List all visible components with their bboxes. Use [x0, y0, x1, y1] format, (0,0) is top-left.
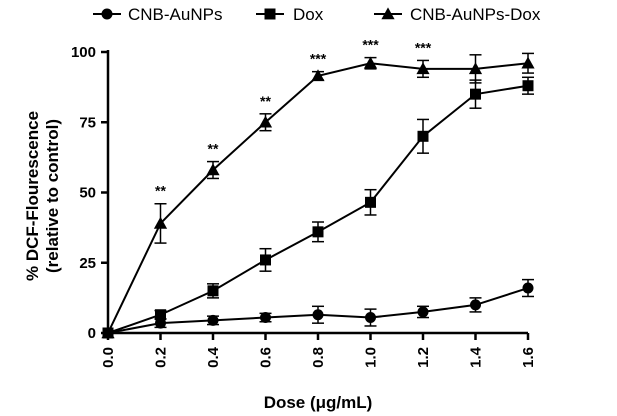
data-point-cnb-aunps-dox-1 [153, 216, 168, 229]
significance-label-3: *** [310, 51, 327, 67]
data-point-dox-2 [207, 285, 219, 297]
significance-label-4: *** [362, 37, 379, 53]
data-point-cnb-aunps-7 [470, 299, 481, 311]
data-point-dox-8 [522, 80, 534, 92]
data-point-cnb-aunps-dox-3 [258, 115, 273, 128]
x-tick-label-3: 0.6 [258, 347, 275, 368]
x-tick-label-4: 0.8 [310, 347, 327, 368]
y-axis-title-group: % DCF-Flourescence (relative to control) [23, 111, 62, 281]
legend-marker-0 [101, 8, 113, 20]
x-tick-label-7: 1.4 [468, 346, 485, 368]
significance-annotations: ************ *** [155, 37, 432, 199]
data-point-cnb-aunps-dox-7 [468, 62, 483, 75]
significance-label-1: ** [208, 141, 219, 157]
data-point-cnb-aunps-dox-4 [311, 69, 325, 82]
data-point-dox-3 [260, 254, 271, 266]
x-tick-label-0: 0.0 [100, 347, 117, 368]
legend-item-cnb-aunps: CNB-AuNPs [93, 5, 222, 24]
legend-label-2: CNB-AuNPs-Dox [410, 5, 541, 24]
legend-label-0: CNB-AuNPs [128, 5, 222, 24]
data-point-cnb-aunps-6 [417, 306, 429, 318]
data-point-dox-4 [312, 226, 324, 238]
x-axis-title: Dose (μg/mL) [264, 393, 373, 412]
data-point-cnb-aunps-5 [365, 312, 376, 324]
y-tick-label-25: 25 [79, 255, 96, 272]
axes: 0 25 50 75 100 0.0 0.2 0.4 0.6 0.8 1.0 1.2 1.4 1.6 [71, 44, 537, 368]
legend-item-cnb-aunps-dox: CNB-AuNPs-Dox [374, 5, 541, 24]
y-axis-title-line2: (relative to control) [43, 119, 62, 273]
y-tick-label-50: 50 [79, 185, 96, 202]
series-layer [101, 52, 535, 339]
data-point-cnb-aunps-3 [260, 312, 271, 324]
legend-label-1: Dox [293, 5, 324, 24]
data-point-dox-6 [417, 130, 429, 142]
y-tick-label-0: 0 [88, 325, 96, 342]
x-tick-label-8: 1.6 [520, 347, 537, 368]
data-point-cnb-aunps-8 [522, 282, 534, 294]
legend-marker-2 [381, 7, 395, 20]
x-tick-label-2: 0.4 [205, 346, 222, 368]
legend: CNB-AuNPs Dox CNB-AuNPs-Dox [93, 5, 541, 24]
series-line-dox [107, 84, 529, 334]
data-point-cnb-aunps-dox-6 [416, 62, 430, 75]
x-tick-label-1: 0.2 [153, 347, 170, 368]
y-axis-title-line1: % DCF-Flourescence [23, 111, 42, 281]
data-point-cnb-aunps-dox-2 [206, 163, 220, 176]
x-tick-label-6: 1.2 [415, 347, 432, 368]
data-point-cnb-aunps-dox-0 [101, 326, 115, 339]
data-point-dox-1 [155, 309, 166, 321]
legend-marker-1 [264, 8, 276, 20]
significance-label-0: ** [155, 183, 166, 199]
significance-label-2: ** [260, 93, 271, 109]
series-cnb-aunps [102, 278, 534, 339]
data-point-cnb-aunps-1 [155, 317, 166, 329]
y-tick-label-100: 100 [71, 44, 96, 61]
data-point-cnb-aunps-4 [312, 309, 324, 321]
data-point-cnb-aunps-2 [207, 314, 219, 326]
data-point-dox-7 [470, 88, 481, 100]
x-tick-label-5: 1.0 [363, 347, 380, 368]
legend-item-dox: Dox [256, 5, 324, 24]
series-cnb-aunps-dox [101, 52, 535, 339]
data-point-cnb-aunps-dox-5 [363, 56, 378, 69]
y-tick-label-75: 75 [79, 114, 96, 131]
data-point-dox-5 [365, 196, 376, 208]
significance-label-5: *** [415, 39, 432, 55]
series-dox [102, 76, 534, 339]
data-point-cnb-aunps-dox-8 [521, 56, 535, 69]
